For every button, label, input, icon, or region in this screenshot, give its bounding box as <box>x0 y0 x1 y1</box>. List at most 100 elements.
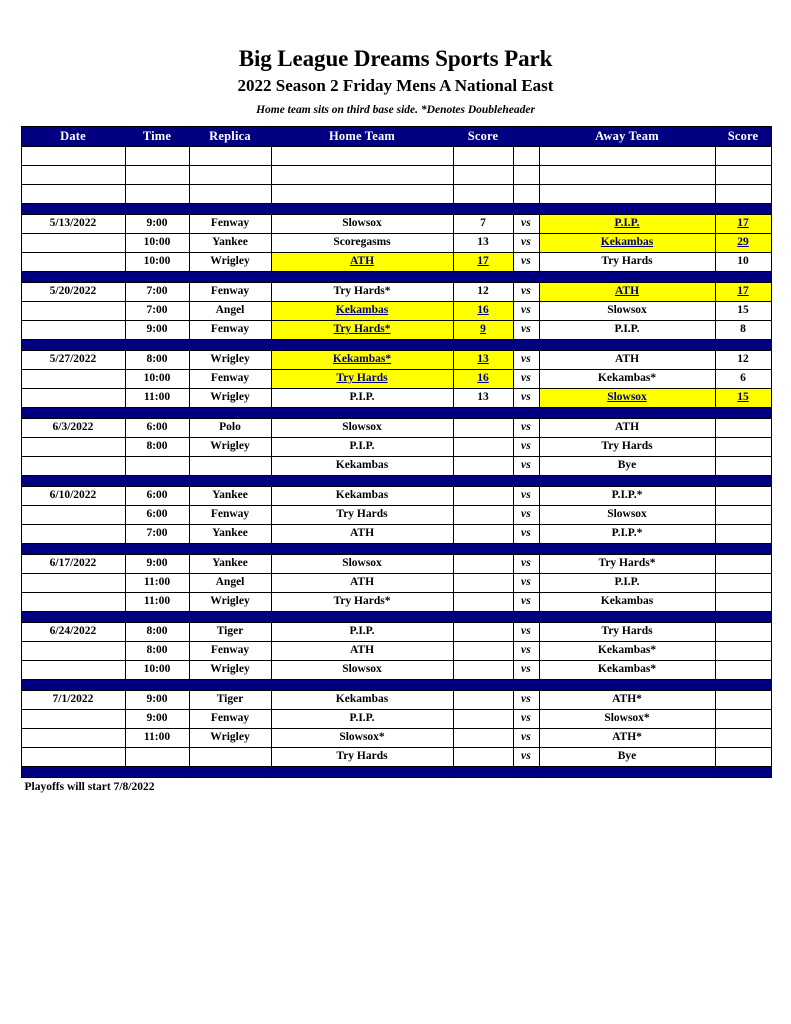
cell-time: 11:00 <box>124 573 190 594</box>
separator-cell <box>20 203 126 216</box>
cell-away-team: Kekambas <box>538 233 716 254</box>
cell-away-score <box>714 554 772 575</box>
separator-cell <box>20 407 126 420</box>
vs-label: vs <box>512 622 540 643</box>
table-row: 7:00 Angel Kekambas 16 vs Slowsox 15 <box>20 301 772 322</box>
cell-home-team: Slowsox <box>270 660 454 681</box>
cell-away-score: 12 <box>714 350 772 371</box>
separator-cell <box>452 679 514 692</box>
cell-home-team: Try Hards* <box>270 320 454 341</box>
cell-time: 11:00 <box>124 728 190 749</box>
column-header-away: Away Team <box>538 126 716 148</box>
cell-replica: Fenway <box>188 505 272 526</box>
table-row: Kekambas vs Bye <box>20 456 772 477</box>
cell-home-team: Try Hards* <box>270 592 454 613</box>
cell-replica: Polo <box>188 418 272 439</box>
table-row: 6/3/2022 6:00 Polo Slowsox vs ATH <box>20 418 772 439</box>
cell-time: 8:00 <box>124 350 190 371</box>
cell-home-team: Kekambas <box>270 456 454 477</box>
cell-away-score <box>714 622 772 643</box>
cell-home-team: Try Hards <box>270 369 454 390</box>
group-separator-row <box>20 543 772 556</box>
blank-cell <box>452 184 514 205</box>
cell-replica: Wrigley <box>188 252 272 273</box>
blank-cell <box>20 165 126 186</box>
cell-home-team: ATH <box>270 524 454 545</box>
cell-away-team: P.I.P.* <box>538 524 716 545</box>
cell-away-score: 15 <box>714 301 772 322</box>
separator-cell <box>714 407 772 420</box>
blank-row <box>20 146 772 167</box>
separator-cell <box>512 339 540 352</box>
cell-home-team: P.I.P. <box>270 622 454 643</box>
table-row: 5/20/2022 7:00 Fenway Try Hards* 12 vs ATH 17 <box>20 282 772 303</box>
cell-date: 6/10/2022 <box>20 486 126 507</box>
vs-label: vs <box>512 747 540 768</box>
cell-replica <box>188 747 272 768</box>
cell-time: 10:00 <box>124 233 190 254</box>
cell-away-score <box>714 437 772 458</box>
vs-label: vs <box>512 320 540 341</box>
cell-date: 5/20/2022 <box>20 282 126 303</box>
separator-cell <box>512 203 540 216</box>
separator-cell <box>124 339 190 352</box>
separator-cell <box>538 203 716 216</box>
cell-home-team: Kekambas* <box>270 350 454 371</box>
cell-replica: Wrigley <box>188 388 272 409</box>
cell-away-team: ATH <box>538 282 716 303</box>
cell-date <box>20 592 126 613</box>
blank-cell <box>270 165 454 186</box>
schedule-table-wrap: Date Time Replica Home Team Score Away Team Sc… <box>20 126 772 779</box>
vs-label: vs <box>512 350 540 371</box>
blank-cell <box>538 184 716 205</box>
vs-label: vs <box>512 388 540 409</box>
cell-away-score: 6 <box>714 369 772 390</box>
separator-cell <box>124 679 190 692</box>
separator-cell <box>538 407 716 420</box>
group-separator-row <box>20 611 772 624</box>
cell-time: 10:00 <box>124 660 190 681</box>
cell-away-team: Slowsox <box>538 388 716 409</box>
separator-cell <box>714 543 772 556</box>
cell-away-score <box>714 524 772 545</box>
separator-cell <box>270 203 454 216</box>
cell-home-score <box>452 709 514 730</box>
blank-cell <box>714 165 772 186</box>
cell-away-team: Try Hards <box>538 622 716 643</box>
cell-away-team: Slowsox <box>538 301 716 322</box>
table-row: 11:00 Wrigley P.I.P. 13 vs Slowsox 15 <box>20 388 772 409</box>
cell-away-team: Kekambas* <box>538 660 716 681</box>
table-header-row: Date Time Replica Home Team Score Away Team Sc… <box>20 126 772 148</box>
cell-home-team: Try Hards <box>270 747 454 768</box>
cell-home-score <box>452 641 514 662</box>
cell-home-team: Try Hards* <box>270 282 454 303</box>
cell-home-score <box>452 573 514 594</box>
cell-date <box>20 456 126 477</box>
table-row: 5/27/2022 8:00 Wrigley Kekambas* 13 vs ATH 12 <box>20 350 772 371</box>
blank-cell <box>124 184 190 205</box>
table-row: 6/24/2022 8:00 Tiger P.I.P. vs Try Hards <box>20 622 772 643</box>
cell-home-score <box>452 456 514 477</box>
table-row: 11:00 Wrigley Try Hards* vs Kekambas <box>20 592 772 613</box>
table-row: 7/1/2022 9:00 Tiger Kekambas vs ATH* <box>20 690 772 711</box>
cell-date <box>20 437 126 458</box>
table-row: 6/10/2022 6:00 Yankee Kekambas vs P.I.P.* <box>20 486 772 507</box>
cell-away-team: ATH <box>538 418 716 439</box>
cell-home-score <box>452 486 514 507</box>
cell-replica: Wrigley <box>188 592 272 613</box>
separator-cell <box>714 203 772 216</box>
separator-cell <box>538 339 716 352</box>
separator-cell <box>538 679 716 692</box>
separator-cell <box>188 475 272 488</box>
vs-label: vs <box>512 418 540 439</box>
cell-away-team: Slowsox* <box>538 709 716 730</box>
cell-replica: Fenway <box>188 282 272 303</box>
separator-cell <box>124 611 190 624</box>
cell-date <box>20 573 126 594</box>
table-head: Date Time Replica Home Team Score Away Team Sc… <box>20 126 772 148</box>
cell-home-team: P.I.P. <box>270 437 454 458</box>
cell-date <box>20 388 126 409</box>
table-row: 7:00 Yankee ATH vs P.I.P.* <box>20 524 772 545</box>
cell-home-score <box>452 418 514 439</box>
